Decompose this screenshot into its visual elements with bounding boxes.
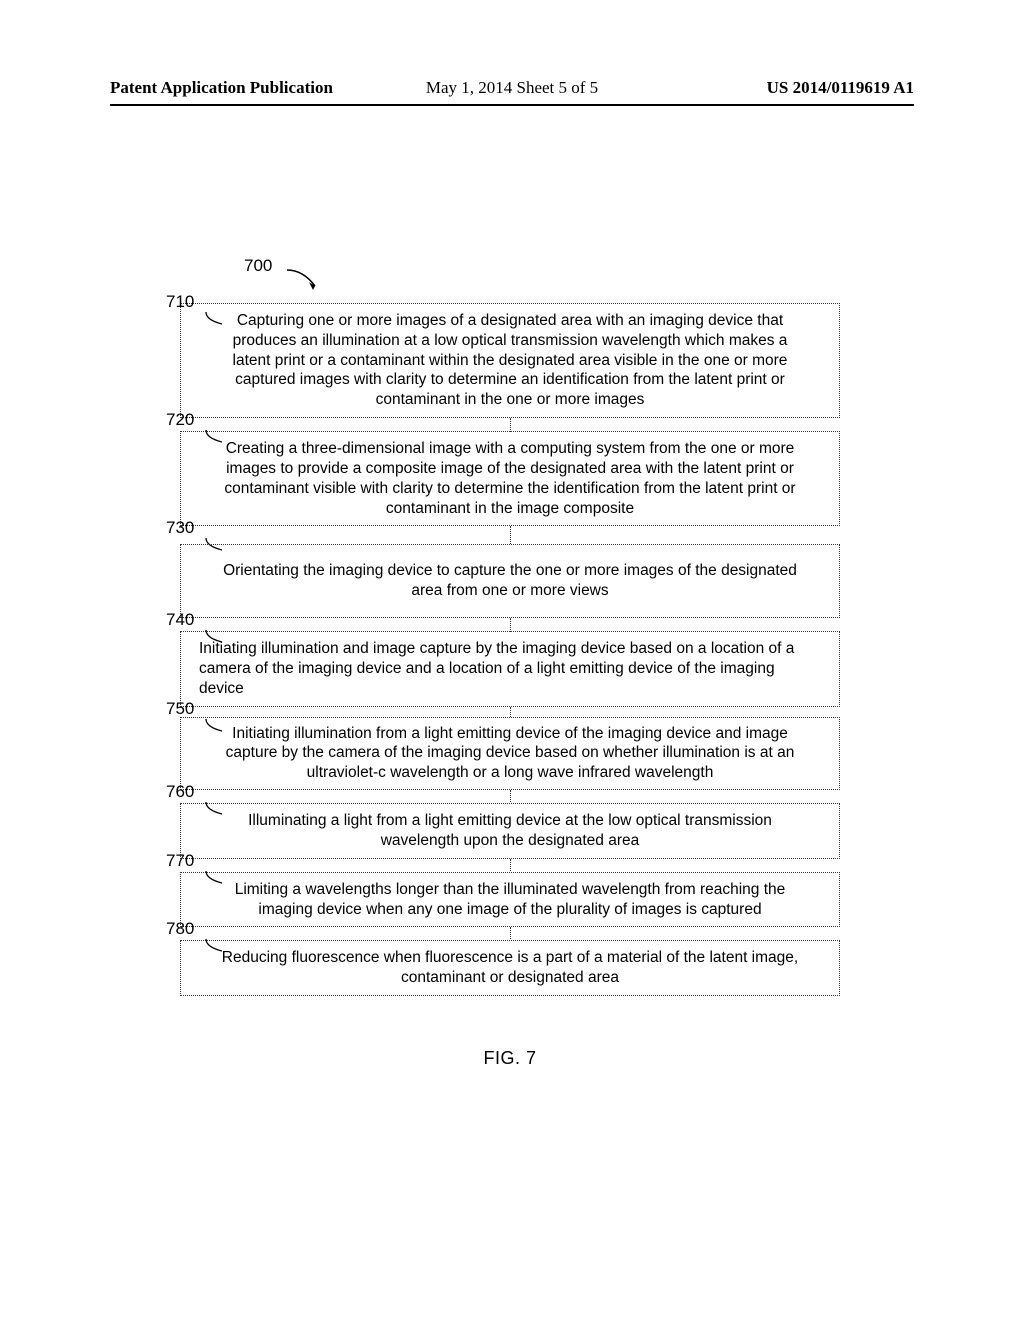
header-rule	[110, 104, 914, 106]
header-left: Patent Application Publication	[110, 78, 333, 98]
step-box-740: Initiating illumination and image captur…	[180, 631, 840, 706]
step-text: Illuminating a light from a light emitti…	[248, 812, 772, 849]
flowchart-figure: 700 710 Capturing one or more images of …	[180, 260, 840, 1069]
step-box-720: Creating a three-dimensional image with …	[180, 431, 840, 526]
header-right: US 2014/0119619 A1	[767, 78, 914, 98]
step-ref-number: 780	[166, 919, 194, 939]
step-text: Orientating the imaging device to captur…	[223, 562, 797, 599]
step-text: Capturing one or more images of a design…	[233, 312, 788, 408]
step-box-770: Limiting a wavelengths longer than the i…	[180, 872, 840, 928]
step-ref-number: 720	[166, 410, 194, 430]
step-tick-icon	[204, 869, 226, 885]
step-ref-number: 710	[166, 292, 194, 312]
header-center: May 1, 2014 Sheet 5 of 5	[426, 78, 598, 98]
step-text: Creating a three-dimensional image with …	[224, 440, 795, 516]
step-text: Initiating illumination from a light emi…	[226, 725, 795, 782]
step-tick-icon	[204, 800, 226, 816]
step-box-760: Illuminating a light from a light emitti…	[180, 803, 840, 859]
step-ref-number: 730	[166, 518, 194, 538]
step-tick-icon	[204, 536, 226, 552]
step-tick-icon	[204, 310, 226, 326]
figure-reference: 700	[180, 260, 840, 290]
step-ref-number: 750	[166, 699, 194, 719]
step-ref-number: 760	[166, 782, 194, 802]
step-tick-icon	[204, 628, 226, 644]
page-header: Patent Application Publication May 1, 20…	[110, 78, 914, 98]
figure-caption: FIG. 7	[180, 1048, 840, 1069]
reference-arrow-icon	[285, 268, 325, 294]
step-tick-icon	[204, 428, 226, 444]
step-tick-icon	[204, 937, 226, 953]
step-text: Reducing fluorescence when fluorescence …	[222, 949, 798, 986]
step-box-750: Initiating illumination from a light emi…	[180, 717, 840, 790]
step-ref-number: 770	[166, 851, 194, 871]
figure-ref-number: 700	[244, 256, 272, 276]
step-text: Limiting a wavelengths longer than the i…	[235, 881, 786, 918]
step-box-780: Reducing fluorescence when fluorescence …	[180, 940, 840, 996]
step-ref-number: 740	[166, 610, 194, 630]
step-box-730: Orientating the imaging device to captur…	[180, 544, 840, 618]
step-tick-icon	[204, 717, 226, 733]
step-box-710: Capturing one or more images of a design…	[180, 303, 840, 418]
step-text: Initiating illumination and image captur…	[199, 640, 794, 697]
